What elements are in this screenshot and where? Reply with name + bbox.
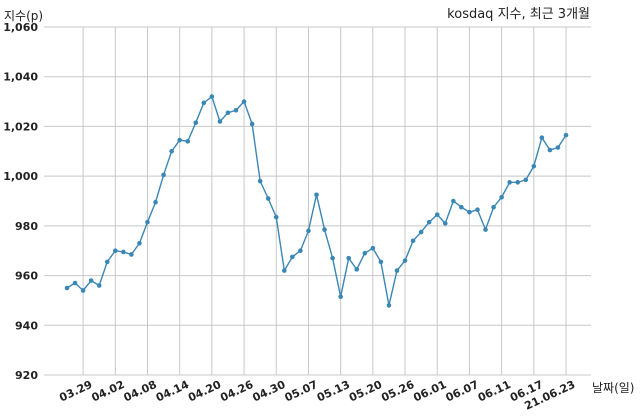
y-tick-label: 1,020 bbox=[3, 120, 38, 133]
x-tick-label: 05.07 bbox=[283, 378, 320, 404]
data-point bbox=[410, 238, 416, 244]
x-tick-label: 04.20 bbox=[186, 378, 223, 405]
data-point bbox=[290, 254, 295, 260]
data-point bbox=[169, 148, 174, 154]
data-point bbox=[322, 227, 327, 232]
x-tick-label: 06.01 bbox=[411, 378, 448, 404]
x-axis-label: 날짜(일) bbox=[592, 381, 634, 395]
data-point bbox=[241, 99, 247, 104]
data-point bbox=[64, 285, 70, 291]
data-point bbox=[418, 229, 424, 235]
y-axis-ticks: 920 940 960 980 1,000 1,020 1,040 1,060 bbox=[3, 21, 38, 382]
data-point bbox=[233, 107, 239, 113]
data-point bbox=[523, 177, 529, 183]
data-point bbox=[362, 250, 368, 256]
data-point bbox=[483, 227, 488, 232]
data-point bbox=[354, 267, 360, 272]
y-tick-label: 1,000 bbox=[3, 170, 38, 183]
data-point bbox=[273, 214, 279, 220]
y-axis-label: 지수(p) bbox=[4, 9, 43, 23]
data-point bbox=[72, 280, 78, 286]
y-tick-label: 940 bbox=[15, 319, 38, 332]
data-point bbox=[434, 212, 440, 217]
data-point bbox=[96, 283, 102, 288]
data-point bbox=[161, 172, 166, 178]
data-point bbox=[451, 198, 456, 204]
data-point bbox=[80, 288, 86, 293]
y-tick-label: 1,040 bbox=[3, 71, 38, 84]
data-point bbox=[475, 207, 480, 212]
x-tick-label: 05.13 bbox=[315, 378, 352, 404]
x-tick-label: 04.08 bbox=[122, 378, 159, 404]
data-point bbox=[426, 219, 432, 225]
data-point bbox=[193, 120, 199, 125]
data-point bbox=[346, 255, 351, 261]
data-point bbox=[314, 192, 319, 198]
data-point bbox=[467, 209, 472, 215]
data-point bbox=[104, 259, 110, 265]
x-tick-label: 03.29 bbox=[57, 378, 94, 404]
data-point bbox=[394, 268, 400, 273]
data-point bbox=[282, 268, 287, 273]
grid-lines bbox=[44, 26, 591, 376]
data-point bbox=[386, 303, 392, 308]
data-point bbox=[129, 252, 134, 257]
data-point bbox=[201, 100, 207, 106]
x-tick-label: 06.07 bbox=[444, 378, 481, 404]
data-point bbox=[112, 248, 118, 254]
x-tick-label: 04.14 bbox=[154, 378, 191, 405]
data-point bbox=[531, 163, 537, 169]
data-point bbox=[491, 204, 496, 210]
data-point bbox=[459, 204, 464, 210]
data-point bbox=[547, 147, 553, 153]
data-point bbox=[249, 121, 255, 127]
x-tick-label: 04.02 bbox=[90, 378, 127, 404]
x-tick-label: 06.11 bbox=[476, 378, 513, 404]
data-point bbox=[185, 139, 191, 144]
data-point bbox=[306, 228, 311, 234]
data-point bbox=[298, 248, 303, 254]
data-point bbox=[137, 240, 142, 246]
data-point bbox=[225, 110, 231, 116]
data-point bbox=[209, 94, 215, 99]
data-point bbox=[88, 278, 94, 283]
data-point bbox=[507, 180, 512, 185]
chart-title: kosdaq 지수, 최근 3개월 bbox=[447, 7, 590, 22]
data-point bbox=[177, 137, 182, 143]
data-point bbox=[515, 180, 521, 185]
x-axis-ticks: 03.2904.0204.0804.1404.2004.2604.3005.07… bbox=[57, 378, 577, 413]
data-point bbox=[265, 196, 271, 201]
series-points bbox=[64, 94, 569, 308]
y-tick-label: 960 bbox=[15, 270, 38, 283]
data-point bbox=[217, 119, 223, 124]
data-point bbox=[257, 178, 263, 184]
x-tick-label: 05.26 bbox=[379, 378, 416, 405]
x-tick-label: 04.30 bbox=[250, 378, 287, 405]
data-point bbox=[402, 258, 408, 263]
y-tick-label: 980 bbox=[15, 220, 38, 233]
x-tick-label: 05.20 bbox=[347, 378, 384, 405]
data-point bbox=[330, 255, 335, 261]
data-point bbox=[338, 294, 343, 300]
x-tick-label: 04.26 bbox=[218, 378, 255, 405]
data-point bbox=[370, 245, 376, 251]
data-point bbox=[539, 135, 545, 140]
data-point bbox=[145, 219, 150, 225]
y-tick-label: 1,060 bbox=[3, 21, 38, 34]
data-point bbox=[499, 194, 504, 200]
y-tick-label: 920 bbox=[15, 369, 38, 382]
series-line bbox=[66, 95, 567, 306]
data-point bbox=[442, 221, 448, 226]
data-point bbox=[555, 145, 561, 150]
data-point bbox=[121, 249, 126, 255]
data-point bbox=[378, 259, 384, 265]
data-point bbox=[563, 132, 569, 138]
data-point bbox=[153, 199, 158, 205]
